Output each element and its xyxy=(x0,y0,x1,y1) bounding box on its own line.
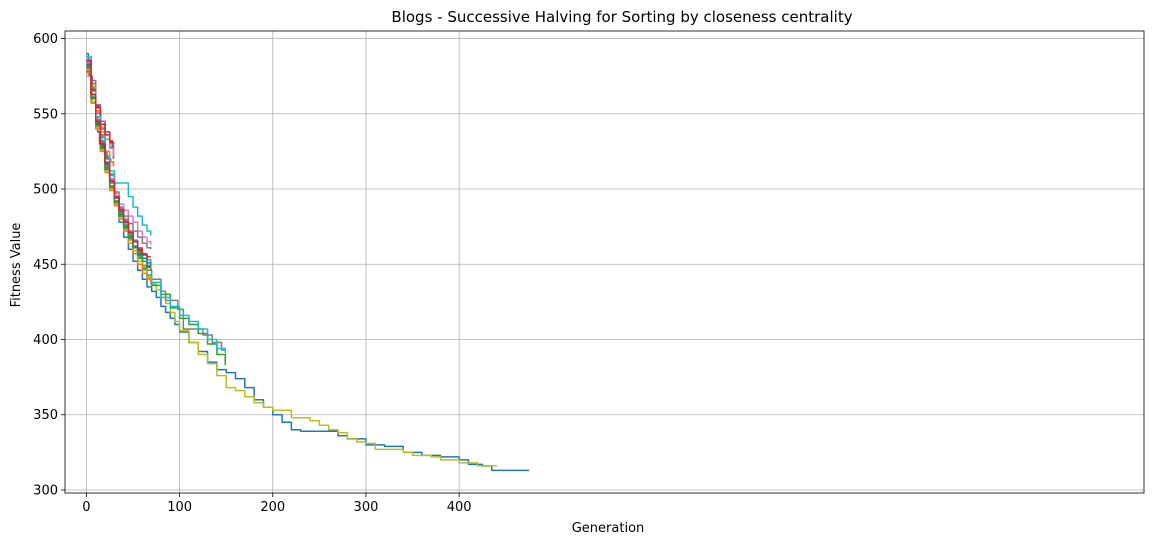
series-line-19 xyxy=(86,72,152,284)
plot-frame xyxy=(64,30,1145,494)
series-line-22 xyxy=(86,60,151,258)
x-tick-label: 400 xyxy=(447,500,472,515)
y-tick-label: 600 xyxy=(33,32,58,47)
y-tick-label: 300 xyxy=(33,483,58,498)
y-tick-label: 350 xyxy=(33,408,58,423)
chart-title: Blogs - Successive Halving for Sorting b… xyxy=(391,8,852,26)
y-tick-label: 400 xyxy=(33,333,58,348)
x-axis-label: Generation xyxy=(572,521,645,536)
series-line-13 xyxy=(86,55,152,236)
y-tick-label: 550 xyxy=(33,107,58,122)
x-tick-label: 300 xyxy=(354,500,379,515)
series-line-21 xyxy=(86,66,152,269)
series-line-4 xyxy=(86,55,227,352)
series-line-1 xyxy=(86,52,530,472)
x-tick-label: 200 xyxy=(260,500,285,515)
x-tick-label: 0 xyxy=(82,500,90,515)
series-line-5 xyxy=(86,60,227,354)
x-tick-label: 100 xyxy=(167,500,192,515)
axis-ticks: 0 100 200 300 400 300 350 400 450 500 550 600 xyxy=(33,32,471,515)
y-tick-label: 450 xyxy=(33,258,58,273)
grid-lines xyxy=(65,31,1144,493)
series-line-3 xyxy=(86,61,227,366)
y-tick-label: 500 xyxy=(33,183,58,198)
y-axis-label: Fitness Value xyxy=(9,223,24,308)
series-lines xyxy=(86,52,530,472)
